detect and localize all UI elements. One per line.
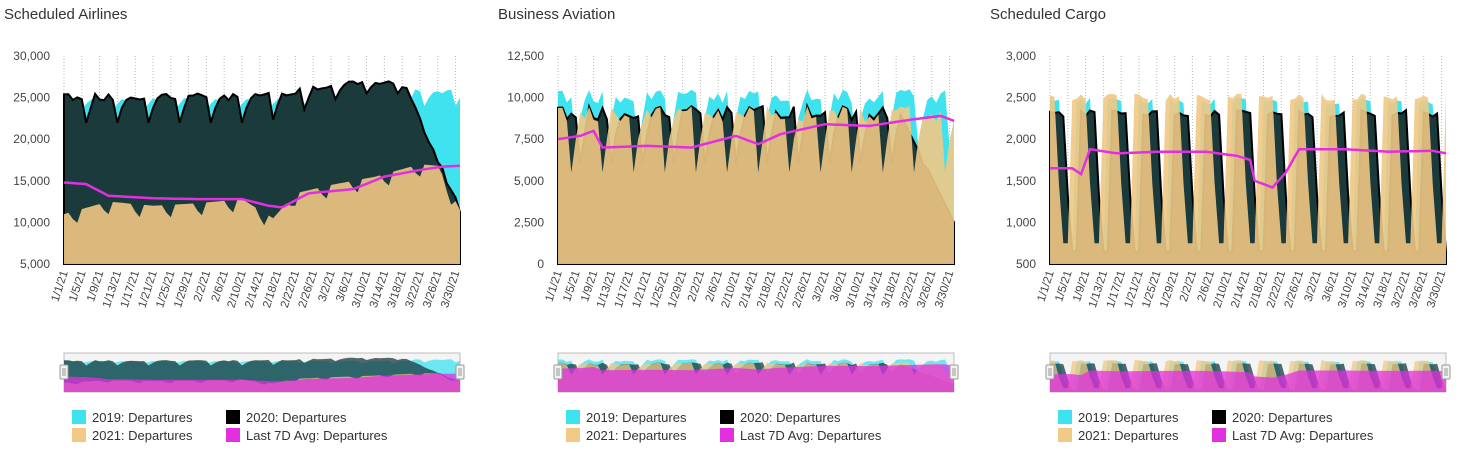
navigator-right-handle[interactable]: [1441, 364, 1451, 380]
legend-swatch: [1058, 410, 1072, 424]
y-tick-label: 30,000: [13, 49, 50, 63]
legend-swatch: [720, 428, 734, 442]
legend-label: 2020: Departures: [246, 410, 347, 425]
chart-panel-scheduled-airlines: Scheduled Airlines 5,000 10,000 15,000 20,0…: [0, 0, 480, 464]
legend-swatch: [72, 428, 86, 442]
legend-swatch: [226, 410, 240, 424]
legend-label: 2021: Departures: [1078, 428, 1179, 443]
area-series-y2021: [1050, 93, 1446, 264]
legend-label: 2021: Departures: [586, 428, 687, 443]
legend-swatch: [566, 428, 580, 442]
y-tick-label: 10,000: [507, 91, 544, 105]
y-tick-label: 1,000: [1006, 215, 1036, 229]
legend-label: Last 7D Avg: Departures: [246, 428, 388, 443]
range-navigator[interactable]: [553, 352, 959, 393]
line-series-avg: [63, 164, 461, 209]
legend-item-y2021[interactable]: 2021: Departures: [566, 428, 686, 444]
legend-label: 2021: Departures: [92, 428, 193, 443]
legend-item-y2020[interactable]: 2020: Departures: [720, 410, 840, 426]
y-tick-label: 2,500: [1006, 91, 1036, 105]
legend-label: 2019: Departures: [586, 410, 687, 425]
legend-item-y2020[interactable]: 2020: Departures: [1212, 410, 1332, 426]
legend-item-y2020[interactable]: 2020: Departures: [226, 410, 346, 426]
y-tick-label: 3,000: [1006, 49, 1036, 63]
navigator-area-avg: [1050, 370, 1446, 392]
legend-item-avg[interactable]: Last 7D Avg: Departures: [1212, 428, 1373, 444]
y-tick-label: 5,000: [20, 257, 50, 271]
chart-panel-scheduled-cargo: Scheduled Cargo 500 1,000 1,500 2,000 2,500 3…: [986, 0, 1460, 464]
y-tick-label: 5,000: [514, 174, 544, 188]
range-navigator[interactable]: [59, 352, 465, 393]
legend-item-y2021[interactable]: 2021: Departures: [1058, 428, 1178, 444]
chart-panel-business-aviation: Business Aviation 0 2,500 5,000 7,500 10,000…: [494, 0, 974, 464]
chart-title: Business Aviation: [498, 6, 616, 23]
chart-title: Scheduled Airlines: [4, 6, 128, 23]
y-tick-label: 500: [1016, 257, 1036, 271]
area-series-y2021: [64, 164, 460, 264]
legend-item-y2019[interactable]: 2019: Departures: [566, 410, 686, 426]
legend-swatch: [1058, 428, 1072, 442]
legend-item-y2019[interactable]: 2019: Departures: [72, 410, 192, 426]
y-tick-label: 1,500: [1006, 174, 1036, 188]
legend-swatch: [72, 410, 86, 424]
legend-swatch: [1212, 428, 1226, 442]
y-tick-label: 7,500: [514, 132, 544, 146]
legend-swatch: [566, 410, 580, 424]
legend-item-y2021[interactable]: 2021: Departures: [72, 428, 192, 444]
legend-swatch: [1212, 410, 1226, 424]
legend-label: 2020: Departures: [740, 410, 841, 425]
chart-svg: 5,00010,00015,00020,00025,00030,0001/1/2…: [13, 49, 465, 393]
y-tick-label: 10,000: [13, 215, 50, 229]
chart-title: Scheduled Cargo: [990, 6, 1106, 23]
legend-item-avg[interactable]: Last 7D Avg: Departures: [226, 428, 387, 444]
legend-item-y2019[interactable]: 2019: Departures: [1058, 410, 1178, 426]
navigator-left-handle[interactable]: [1045, 364, 1055, 380]
navigator-area-avg: [64, 373, 460, 392]
navigator-left-handle[interactable]: [553, 364, 563, 380]
navigator-area-avg: [558, 364, 954, 392]
line-series-avg: [1050, 147, 1447, 189]
y-tick-label: 0: [537, 257, 544, 271]
y-tick-label: 15,000: [13, 174, 50, 188]
y-tick-label: 20,000: [13, 132, 50, 146]
navigator-right-handle[interactable]: [949, 364, 959, 380]
legend-label: Last 7D Avg: Departures: [1232, 428, 1374, 443]
y-tick-label: 2,000: [1006, 132, 1036, 146]
range-navigator[interactable]: [1045, 352, 1451, 393]
legend-label: Last 7D Avg: Departures: [740, 428, 882, 443]
legend-label: 2020: Departures: [1232, 410, 1333, 425]
line-series-avg: [557, 114, 955, 149]
y-tick-label: 2,500: [514, 215, 544, 229]
chart-svg: 02,5005,0007,50010,00012,5001/1/211/5/21…: [507, 49, 959, 393]
legend-swatch: [720, 410, 734, 424]
y-tick-label: 25,000: [13, 91, 50, 105]
navigator-right-handle[interactable]: [455, 364, 465, 380]
legend-swatch: [226, 428, 240, 442]
y-tick-label: 12,500: [507, 49, 544, 63]
legend-label: 2019: Departures: [92, 410, 193, 425]
legend-item-avg[interactable]: Last 7D Avg: Departures: [720, 428, 881, 444]
legend-label: 2019: Departures: [1078, 410, 1179, 425]
chart-svg: 5001,0001,5002,0002,5003,0001/1/211/5/21…: [1006, 49, 1451, 393]
navigator-left-handle[interactable]: [59, 364, 69, 380]
